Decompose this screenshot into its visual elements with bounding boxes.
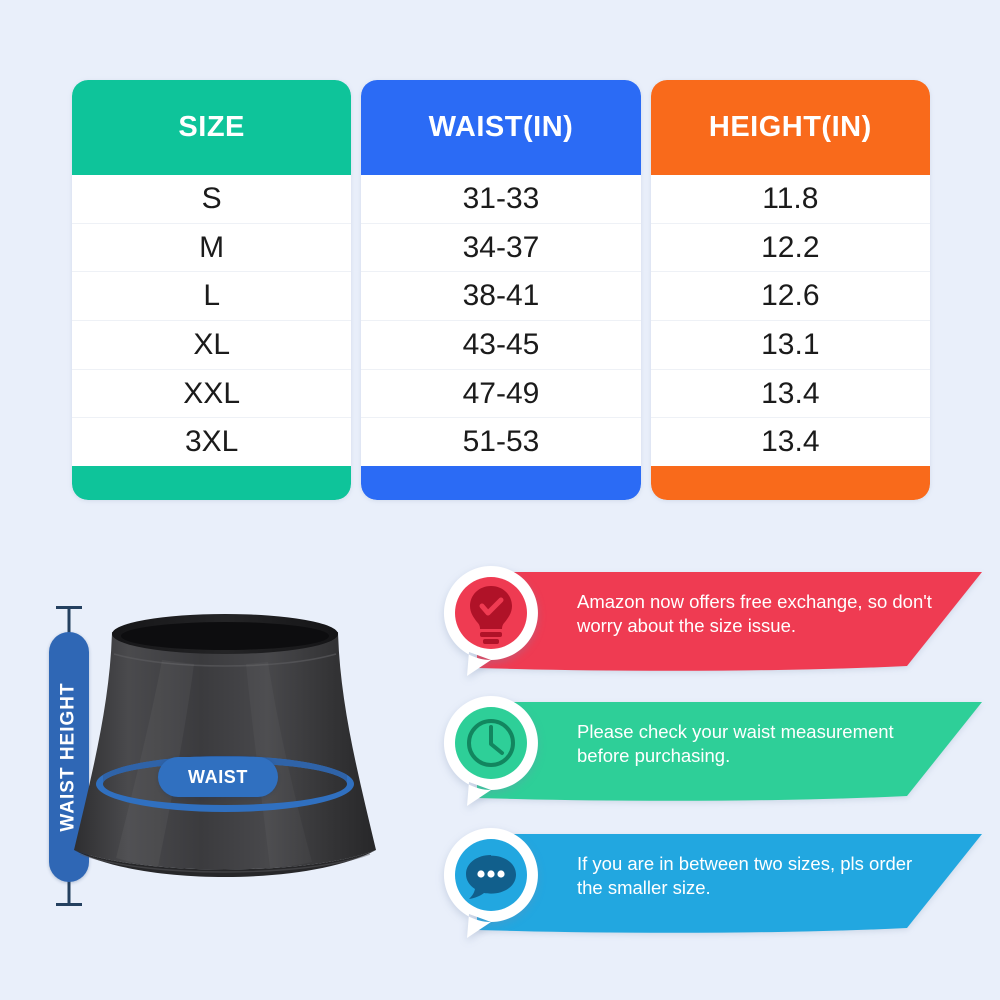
table-cell: XL	[72, 321, 352, 370]
table-cell: 31-33	[361, 175, 641, 224]
product-illustration: WAIST HEIGHT	[18, 562, 418, 982]
column-footer-size	[72, 466, 352, 500]
banner-ribbon-shape	[477, 568, 982, 674]
column-header-height: HEIGHT(IN)	[650, 80, 930, 175]
size-chart-table: SIZE S M L XL XXL 3XL WAIST(IN) 31-33 34…	[72, 80, 930, 500]
measure-cap-bottom-icon	[56, 903, 82, 906]
column-footer-height	[650, 466, 930, 500]
table-cell: 51-53	[361, 418, 641, 467]
measure-stem-top-icon	[67, 606, 71, 640]
table-cell: 13.4	[650, 369, 930, 419]
banner-icon-badge	[437, 560, 545, 678]
waist-trainer-belt-image: WAIST	[70, 614, 380, 904]
table-cell: XXL	[72, 369, 352, 419]
measure-stem-bottom-icon	[67, 872, 71, 906]
waist-badge: WAIST	[158, 757, 278, 797]
table-cell: M	[72, 223, 352, 273]
table-cell: 47-49	[361, 369, 641, 419]
banner-text: If you are in between two sizes, pls ord…	[577, 853, 913, 899]
table-column-waist: WAIST(IN) 31-33 34-37 38-41 43-45 47-49 …	[361, 80, 641, 500]
table-cell: 38-41	[361, 272, 641, 322]
table-cell: 11.8	[650, 175, 930, 224]
info-banner: If you are in between two sizes, pls ord…	[437, 822, 982, 942]
column-footer-waist	[361, 466, 641, 500]
table-cell: 3XL	[72, 418, 352, 467]
table-column-size: SIZE S M L XL XXL 3XL	[72, 80, 352, 500]
column-header-waist: WAIST(IN)	[361, 80, 641, 175]
banner-ribbon-shape	[477, 830, 982, 936]
column-body-waist: 31-33 34-37 38-41 43-45 47-49 51-53	[361, 175, 641, 467]
column-body-size: S M L XL XXL 3XL	[72, 175, 352, 467]
banner-text: Amazon now offers free exchange, so don'…	[577, 591, 932, 637]
column-header-size: SIZE	[72, 80, 352, 175]
banner-text: Please check your waist measurement befo…	[577, 721, 894, 767]
banner-icon-badge	[437, 690, 545, 808]
info-banner: Amazon now offers free exchange, so don'…	[437, 560, 982, 680]
banner-ribbon-shape	[477, 698, 982, 804]
table-cell: 13.1	[650, 321, 930, 370]
clock-icon	[443, 696, 538, 806]
banner-icon-badge	[437, 822, 545, 940]
lightbulb-check-icon	[443, 566, 538, 676]
table-cell: 12.6	[650, 272, 930, 322]
table-cell: 43-45	[361, 321, 641, 370]
info-banner-list: Amazon now offers free exchange, so don'…	[437, 560, 982, 970]
chat-bubble-icon	[443, 828, 538, 938]
belt-shape-icon	[74, 614, 376, 877]
table-cell: S	[72, 175, 352, 224]
info-banner: Please check your waist measurement befo…	[437, 690, 982, 810]
waist-label: WAIST	[188, 766, 248, 787]
table-cell: 12.2	[650, 223, 930, 273]
table-cell: 34-37	[361, 223, 641, 273]
table-cell: L	[72, 272, 352, 322]
table-cell: 13.4	[650, 418, 930, 467]
column-body-height: 11.8 12.2 12.6 13.1 13.4 13.4	[650, 175, 930, 467]
table-column-height: HEIGHT(IN) 11.8 12.2 12.6 13.1 13.4 13.4	[650, 80, 930, 500]
